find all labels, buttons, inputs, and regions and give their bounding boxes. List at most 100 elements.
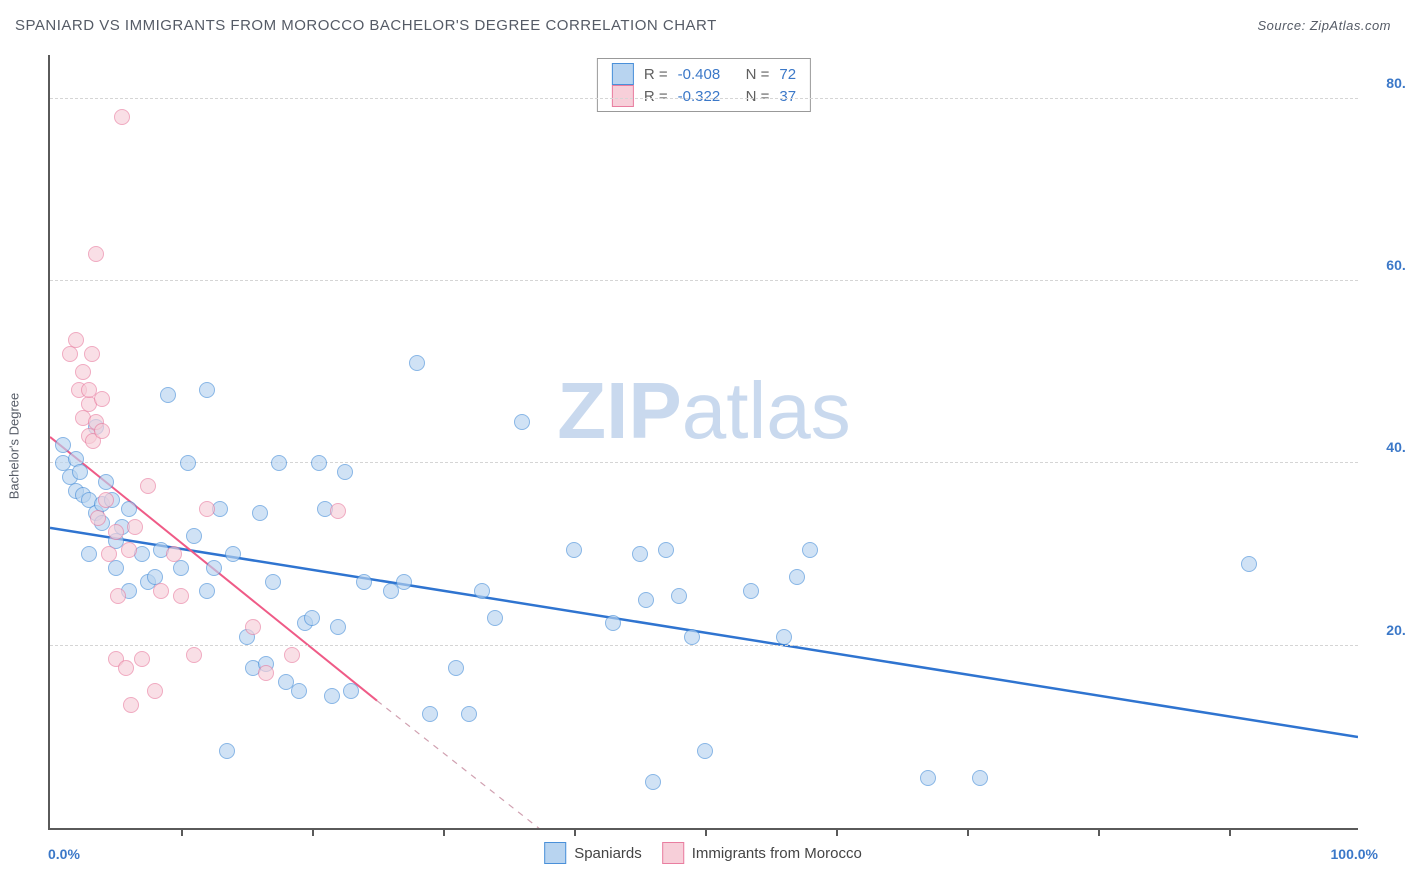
point-spaniards bbox=[98, 474, 114, 490]
point-spaniards bbox=[972, 770, 988, 786]
watermark: ZIPatlas bbox=[557, 365, 850, 457]
point-morocco bbox=[173, 588, 189, 604]
point-morocco bbox=[140, 478, 156, 494]
point-morocco bbox=[127, 519, 143, 535]
point-morocco bbox=[101, 546, 117, 562]
y-tick-label: 80.0% bbox=[1366, 75, 1406, 91]
point-morocco bbox=[84, 346, 100, 362]
point-spaniards bbox=[658, 542, 674, 558]
y-axis-label: Bachelor's Degree bbox=[7, 393, 22, 500]
point-spaniards bbox=[81, 546, 97, 562]
trend-lines bbox=[50, 55, 1358, 828]
point-spaniards bbox=[684, 629, 700, 645]
point-spaniards bbox=[487, 610, 503, 626]
point-spaniards bbox=[605, 615, 621, 631]
legend-swatch bbox=[662, 842, 684, 864]
chart-title: SPANIARD VS IMMIGRANTS FROM MOROCCO BACH… bbox=[15, 17, 717, 34]
point-spaniards bbox=[186, 528, 202, 544]
point-morocco bbox=[94, 391, 110, 407]
point-spaniards bbox=[180, 455, 196, 471]
point-morocco bbox=[75, 364, 91, 380]
point-morocco bbox=[284, 647, 300, 663]
x-tick bbox=[1229, 828, 1231, 836]
point-spaniards bbox=[396, 574, 412, 590]
n-label: N = bbox=[746, 88, 770, 105]
r-value: -0.322 bbox=[678, 88, 736, 105]
x-tick bbox=[181, 828, 183, 836]
x-tick bbox=[443, 828, 445, 836]
watermark-bold: ZIP bbox=[557, 366, 681, 455]
correlation-legend: R = -0.408N = 72R = -0.322N = 37 bbox=[597, 58, 811, 112]
trendline-ext-morocco bbox=[377, 701, 573, 828]
x-tick bbox=[705, 828, 707, 836]
n-value: 37 bbox=[779, 88, 796, 105]
plot-area: ZIPatlas R = -0.408N = 72R = -0.322N = 3… bbox=[48, 55, 1358, 830]
point-spaniards bbox=[776, 629, 792, 645]
point-morocco bbox=[90, 510, 106, 526]
legend-swatch bbox=[612, 85, 634, 107]
correlation-row: R = -0.408N = 72 bbox=[612, 63, 796, 85]
legend-item: Immigrants from Morocco bbox=[662, 842, 862, 864]
y-tick-label: 20.0% bbox=[1366, 622, 1406, 638]
legend-label: Immigrants from Morocco bbox=[692, 845, 862, 862]
x-tick bbox=[312, 828, 314, 836]
point-spaniards bbox=[337, 464, 353, 480]
y-tick-label: 40.0% bbox=[1366, 439, 1406, 455]
point-spaniards bbox=[206, 560, 222, 576]
point-morocco bbox=[118, 660, 134, 676]
point-spaniards bbox=[461, 706, 477, 722]
x-tick bbox=[967, 828, 969, 836]
x-axis-origin-label: 0.0% bbox=[48, 846, 80, 862]
point-spaniards bbox=[514, 414, 530, 430]
correlation-row: R = -0.322N = 37 bbox=[612, 85, 796, 107]
point-morocco bbox=[166, 546, 182, 562]
point-morocco bbox=[62, 346, 78, 362]
point-spaniards bbox=[409, 355, 425, 371]
point-morocco bbox=[68, 332, 84, 348]
point-spaniards bbox=[422, 706, 438, 722]
point-morocco bbox=[186, 647, 202, 663]
point-spaniards bbox=[330, 619, 346, 635]
point-spaniards bbox=[55, 437, 71, 453]
point-morocco bbox=[88, 246, 104, 262]
x-tick bbox=[1098, 828, 1100, 836]
gridline-h bbox=[50, 645, 1358, 646]
point-spaniards bbox=[671, 588, 687, 604]
legend-item: Spaniards bbox=[544, 842, 642, 864]
point-spaniards bbox=[356, 574, 372, 590]
legend-swatch bbox=[544, 842, 566, 864]
point-morocco bbox=[98, 492, 114, 508]
point-spaniards bbox=[219, 743, 235, 759]
point-morocco bbox=[258, 665, 274, 681]
point-morocco bbox=[330, 503, 346, 519]
point-spaniards bbox=[304, 610, 320, 626]
gridline-h bbox=[50, 462, 1358, 463]
x-axis-max-label: 100.0% bbox=[1331, 846, 1378, 862]
point-spaniards bbox=[632, 546, 648, 562]
series-legend: Spaniards Immigrants from Morocco bbox=[544, 842, 862, 864]
point-morocco bbox=[123, 697, 139, 713]
point-morocco bbox=[199, 501, 215, 517]
legend-label: Spaniards bbox=[574, 845, 642, 862]
point-spaniards bbox=[920, 770, 936, 786]
point-morocco bbox=[121, 542, 137, 558]
point-spaniards bbox=[199, 583, 215, 599]
point-spaniards bbox=[1241, 556, 1257, 572]
point-spaniards bbox=[311, 455, 327, 471]
point-spaniards bbox=[72, 464, 88, 480]
point-spaniards bbox=[291, 683, 307, 699]
x-tick bbox=[836, 828, 838, 836]
point-morocco bbox=[114, 109, 130, 125]
n-label: N = bbox=[746, 66, 770, 83]
point-spaniards bbox=[645, 774, 661, 790]
point-spaniards bbox=[199, 382, 215, 398]
point-spaniards bbox=[789, 569, 805, 585]
point-morocco bbox=[245, 619, 261, 635]
y-tick-label: 60.0% bbox=[1366, 257, 1406, 273]
legend-swatch bbox=[612, 63, 634, 85]
point-spaniards bbox=[225, 546, 241, 562]
point-spaniards bbox=[265, 574, 281, 590]
point-morocco bbox=[94, 423, 110, 439]
point-spaniards bbox=[324, 688, 340, 704]
point-spaniards bbox=[173, 560, 189, 576]
